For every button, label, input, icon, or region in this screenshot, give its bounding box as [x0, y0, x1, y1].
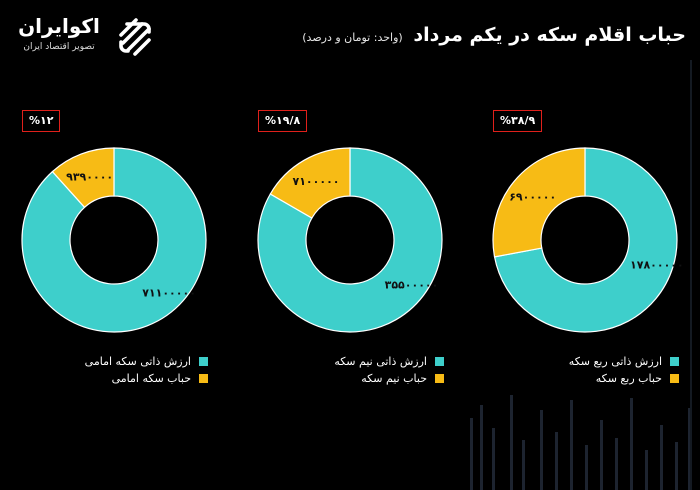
bubble-value-label: ۹۳۹۰۰۰۰	[66, 171, 113, 184]
legend-label: ارزش ذاتی ربع سکه	[568, 355, 662, 368]
legend: ارزش ذاتی ربع سکه حباب ربع سکه	[569, 353, 679, 387]
legend-item-bubble-quarter-coin: حباب ربع سکه	[569, 370, 679, 387]
legend-item-bubble-half-coin: حباب نیم سکه	[334, 370, 444, 387]
donut-svg: ۱۷۸۰۰۰۰۰ ۶۹۰۰۰۰۰	[492, 147, 684, 333]
donut-chart-quarter-coin: %۳۸/۹ ۱۷۸۰۰۰۰۰ ۶۹۰۰۰۰۰ ارزش ذاتی ربع سکه حبا…	[485, 110, 685, 400]
legend-label: ارزش ذاتی نیم سکه	[334, 355, 427, 368]
legend-swatch	[199, 374, 208, 383]
bubble-percent-box: %۱۲	[22, 110, 61, 132]
bubble-percent-box: %۱۹/۸	[258, 110, 308, 132]
bubble-percent-box: %۳۸/۹	[493, 110, 543, 132]
intrinsic-value-label: ۷۱۱۰۰۰۰۰	[142, 286, 196, 299]
intrinsic-value-slice	[493, 147, 678, 333]
intrinsic-value-slice	[21, 147, 207, 333]
logo-tagline: تصویر اقتصاد ایران	[23, 42, 95, 52]
brand-logo: اکوایران تصویر اقتصاد ایران	[10, 14, 160, 60]
legend: ارزش ذاتی سکه امامی حباب سکه امامی	[85, 353, 208, 387]
legend-item-bubble-emami: حباب سکه امامی	[85, 370, 208, 387]
page-title: حباب اقلام سکه در یکم مرداد (واحد: تومان…	[302, 24, 686, 46]
intrinsic-value-label: ۱۷۸۰۰۰۰۰	[630, 259, 684, 272]
ecoiran-logo-icon	[119, 18, 151, 56]
intrinsic-value-slice	[257, 147, 443, 333]
bubble-value-label: ۶۹۰۰۰۰۰	[509, 191, 556, 204]
legend-swatch	[199, 357, 208, 366]
intrinsic-value-label: ۳۵۵۰۰۰۰۰	[385, 279, 439, 292]
bubble-value-label: ۷۱۰۰۰۰۰	[293, 175, 340, 188]
donut-chart-half-coin: %۱۹/۸ ۳۵۵۰۰۰۰۰ ۷۱۰۰۰۰۰ ارزش ذاتی نیم سکه حبا…	[250, 110, 450, 400]
legend-swatch	[435, 357, 444, 366]
unit-note: (واحد: تومان و درصد)	[302, 31, 403, 44]
legend-swatch	[435, 374, 444, 383]
donut-svg: ۳۵۵۰۰۰۰۰ ۷۱۰۰۰۰۰	[257, 147, 443, 333]
legend-label: حباب ربع سکه	[595, 372, 662, 385]
legend-label: حباب سکه امامی	[111, 372, 191, 385]
logo-name: اکوایران	[18, 14, 100, 38]
bubble-slice	[269, 147, 351, 219]
bubble-slice	[51, 147, 115, 209]
bubble-slice	[492, 147, 586, 258]
legend-swatch	[670, 357, 679, 366]
title-text: حباب اقلام سکه در یکم مرداد	[413, 24, 686, 46]
legend-label: ارزش ذاتی سکه امامی	[84, 355, 191, 368]
legend-item-intrinsic-half-coin: ارزش ذاتی نیم سکه	[334, 353, 444, 370]
legend-swatch	[670, 374, 679, 383]
legend-item-intrinsic-emami: ارزش ذاتی سکه امامی	[85, 353, 208, 370]
legend-label: حباب نیم سکه	[361, 372, 427, 385]
donut-chart-emami: %۱۲ ۷۱۱۰۰۰۰۰ ۹۳۹۰۰۰۰ ارزش ذاتی سکه امامی حبا…	[14, 110, 214, 400]
donut-svg: ۷۱۱۰۰۰۰۰ ۹۳۹۰۰۰۰	[21, 147, 207, 333]
legend-item-intrinsic-quarter-coin: ارزش ذاتی ربع سکه	[569, 353, 679, 370]
legend: ارزش ذاتی نیم سکه حباب نیم سکه	[334, 353, 444, 387]
